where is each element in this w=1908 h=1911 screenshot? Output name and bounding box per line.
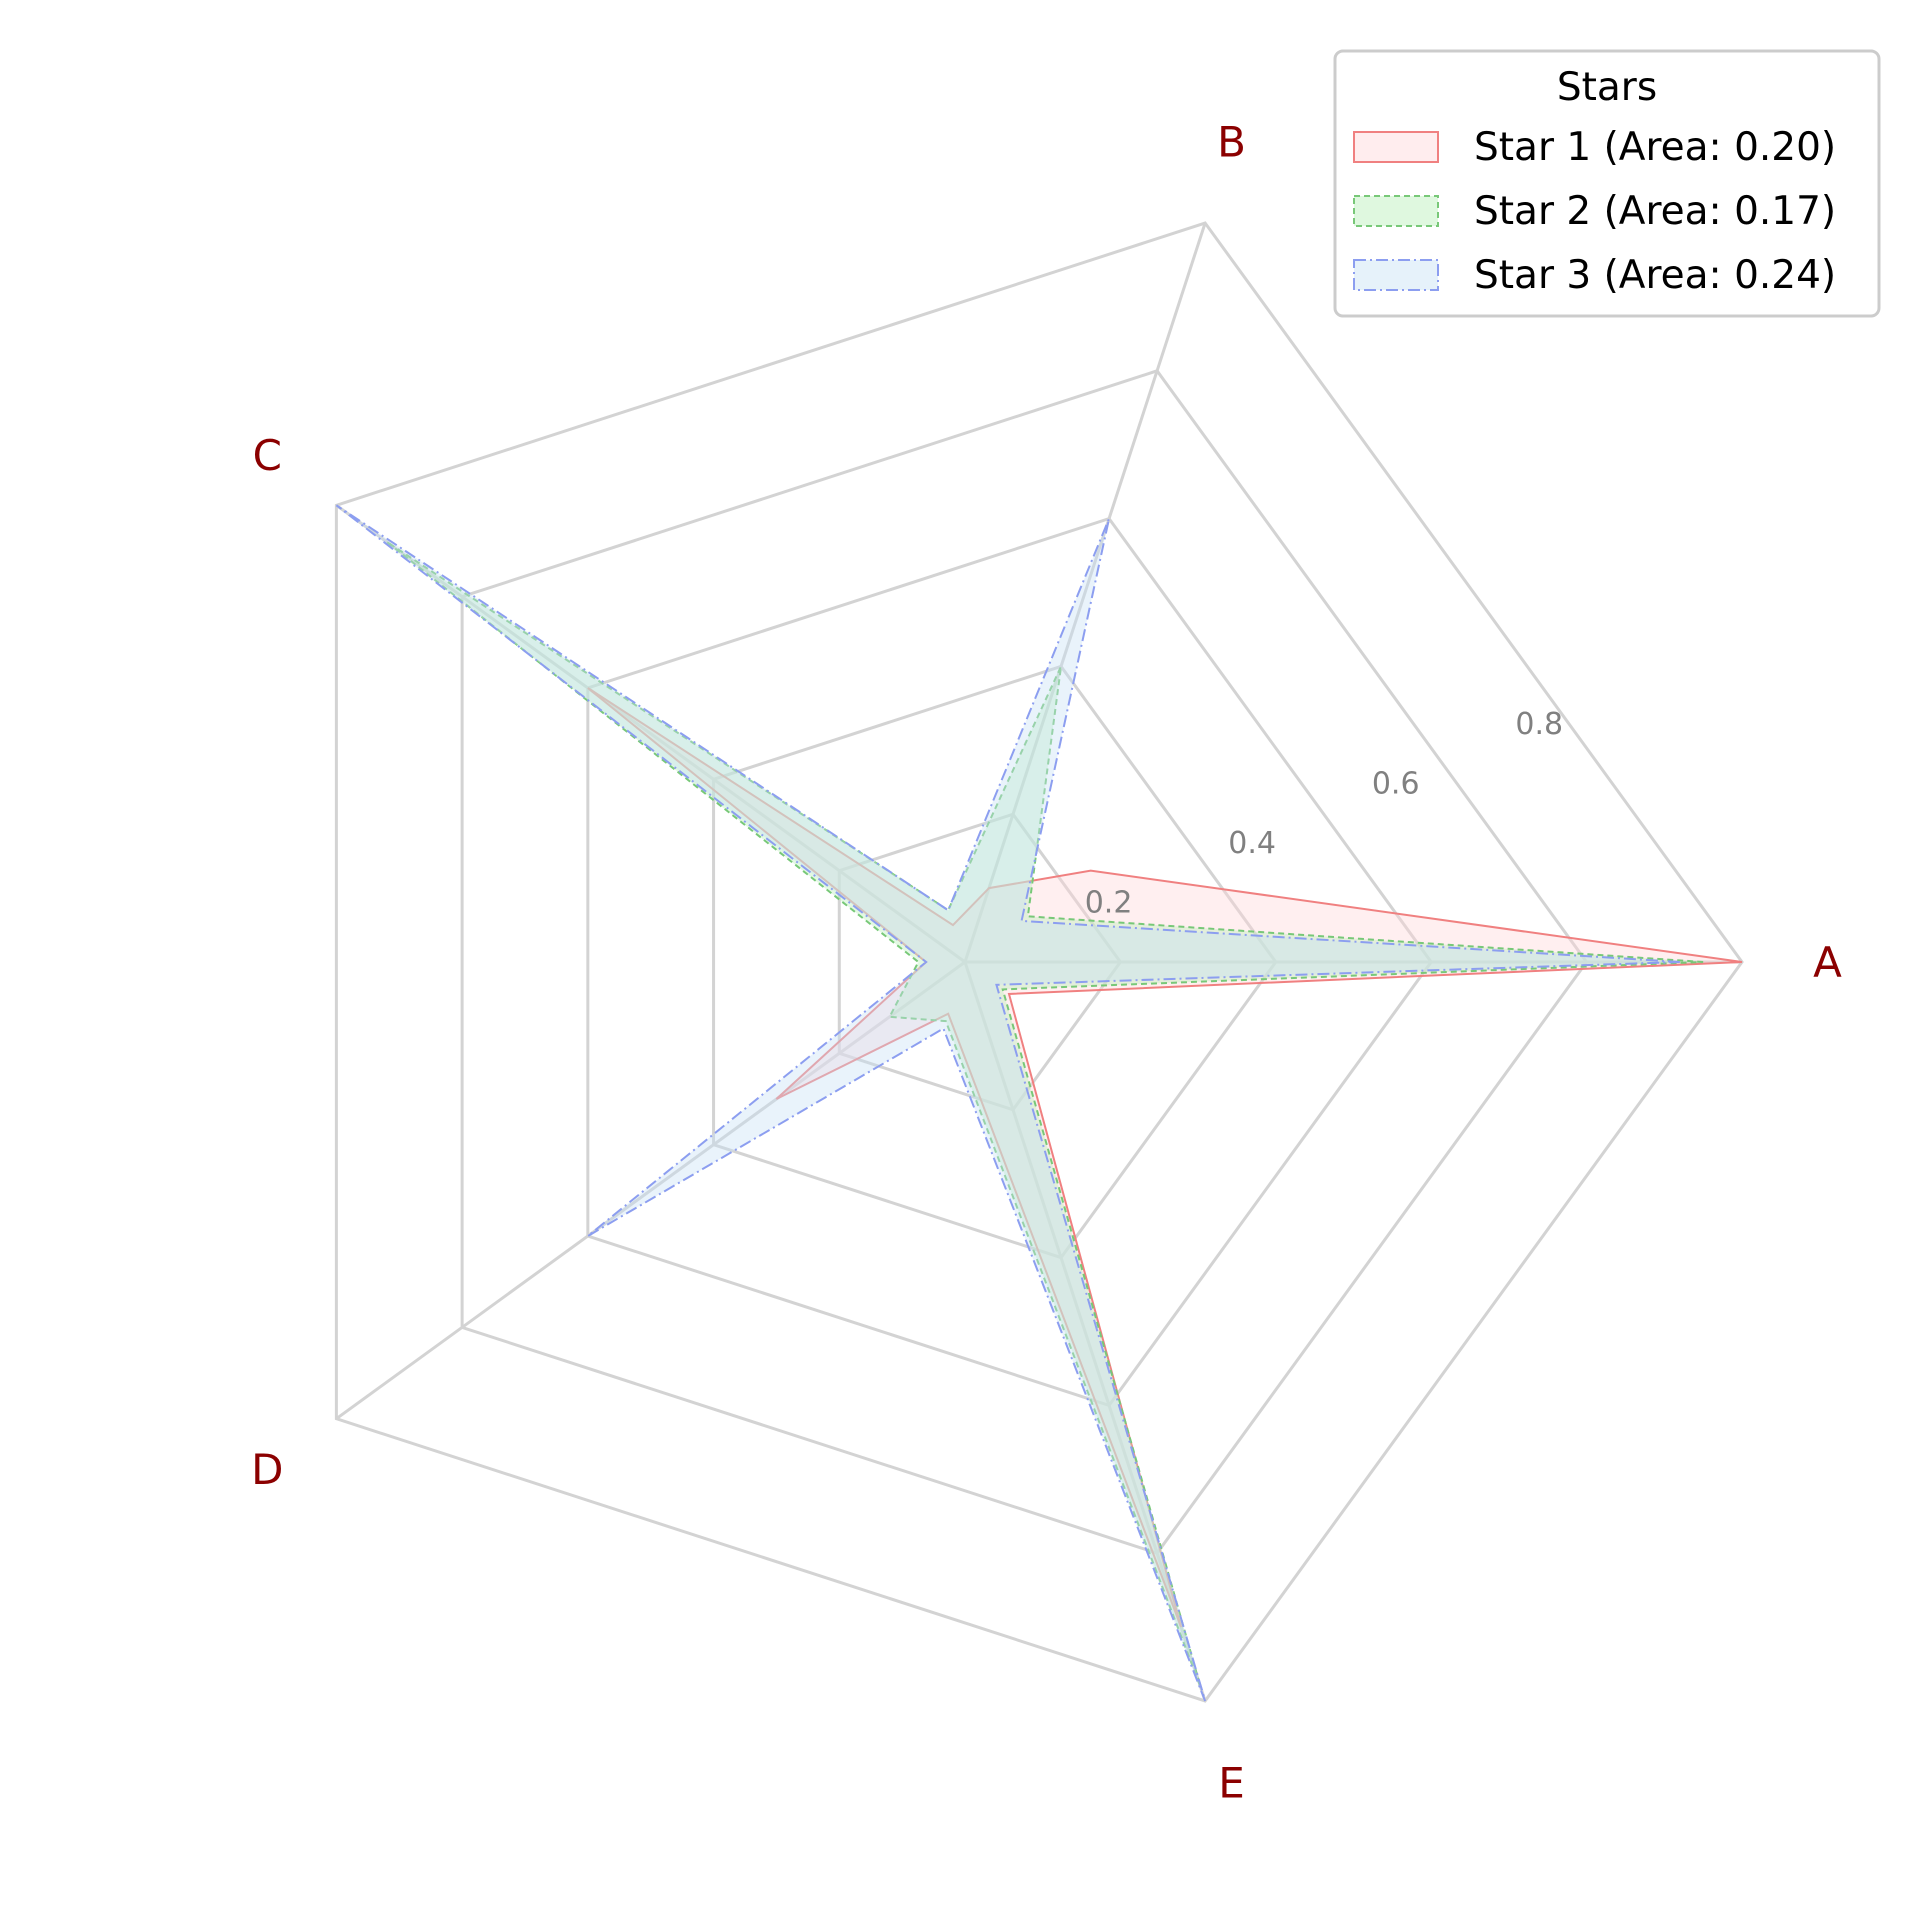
legend-item: Star 2 (Area: 0.17) <box>1353 189 1836 234</box>
spoke-B <box>963 222 1207 963</box>
legend-frame <box>1333 49 1881 318</box>
grid-ring-5 <box>334 221 1744 1703</box>
legend-swatch-1 <box>1353 131 1439 163</box>
series-layer <box>335 504 1743 1702</box>
series-star-2 <box>386 540 1704 1687</box>
legend: Stars Star 1 (Area: 0.20) Star 2 (Area: 0… <box>1333 49 1881 318</box>
grid-layer <box>334 221 1744 1703</box>
series-star-3 <box>335 504 1680 1702</box>
axis-label-layer: A B C D E <box>251 118 1842 1808</box>
legend-label-2: Star 2 (Area: 0.17) <box>1474 189 1836 234</box>
grid-ring-2 <box>712 664 1278 1260</box>
tick-layer: 0.2 0.4 0.6 0.8 <box>1085 707 1563 920</box>
spoke-E <box>963 961 1207 1702</box>
tick-label-4: 0.8 <box>1515 707 1563 742</box>
axis-label-A: A <box>1813 938 1842 987</box>
tick-label-2: 0.4 <box>1228 826 1276 861</box>
legend-item: Star 3 (Area: 0.24) <box>1353 253 1836 298</box>
spoke-C <box>335 504 966 964</box>
legend-items: Star 1 (Area: 0.20) Star 2 (Area: 0.17) St… <box>1353 125 1836 298</box>
legend-title: Stars <box>1557 65 1657 110</box>
tick-label-1: 0.2 <box>1085 886 1133 921</box>
axis-label-C: C <box>253 431 282 480</box>
legend-label-1: Star 1 (Area: 0.20) <box>1474 125 1836 170</box>
grid-ring-4 <box>460 369 1589 1555</box>
axis-label-E: E <box>1218 1758 1245 1807</box>
axis-label-B: B <box>1217 118 1246 167</box>
grid-ring-3 <box>586 516 1434 1408</box>
legend-swatch-3 <box>1353 259 1439 291</box>
grid-ring-1 <box>837 812 1123 1112</box>
spoke-D <box>335 960 966 1420</box>
legend-item: Star 1 (Area: 0.20) <box>1353 125 1836 170</box>
legend-swatch-2 <box>1353 195 1439 227</box>
axis-label-D: D <box>251 1445 283 1494</box>
legend-label-3: Star 3 (Area: 0.24) <box>1474 253 1836 298</box>
tick-label-3: 0.6 <box>1372 767 1420 802</box>
